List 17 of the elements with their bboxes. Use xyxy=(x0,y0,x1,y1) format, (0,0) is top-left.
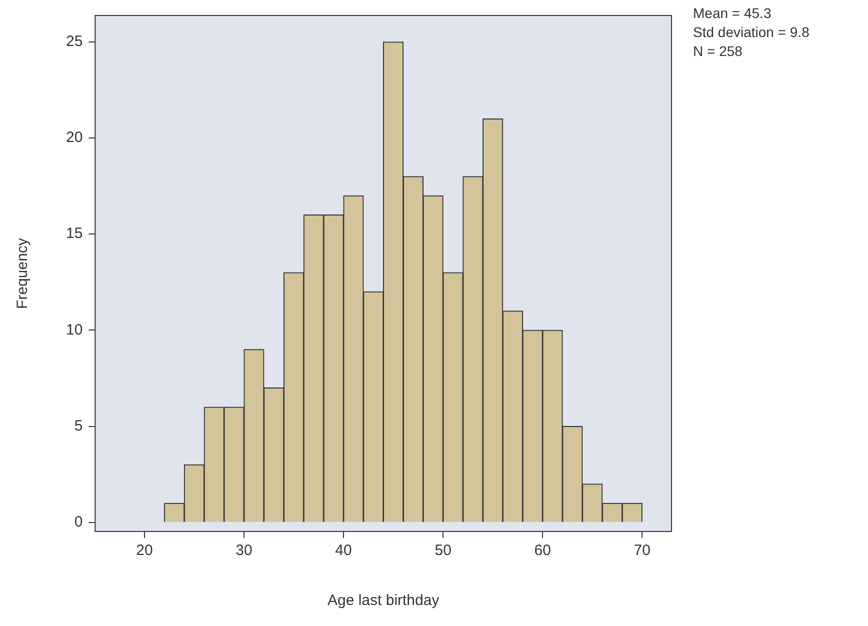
x-tick-label: 50 xyxy=(434,542,452,560)
y-tick-label: 15 xyxy=(66,225,83,242)
x-tick-label: 20 xyxy=(136,542,153,560)
x-tick-label: 60 xyxy=(534,542,551,560)
x-tick-label: 30 xyxy=(236,542,252,560)
x-tick-label: 40 xyxy=(335,542,352,560)
y-tick-label: 25 xyxy=(66,33,83,50)
y-tick-label: 5 xyxy=(74,417,83,434)
text: Mean = 45.3 xyxy=(693,4,772,23)
x-tick-label: 70 xyxy=(634,542,650,560)
y-tick-label: 20 xyxy=(66,129,83,146)
text: N = 258 xyxy=(693,42,744,61)
y-tick-label: 0 xyxy=(74,514,83,531)
x-axis-title: Age last birthday xyxy=(327,592,440,610)
y-tick-label: 10 xyxy=(66,321,83,338)
text: Std deviation = 9.8 xyxy=(693,23,810,42)
y-axis-title: Frequency xyxy=(14,238,32,309)
